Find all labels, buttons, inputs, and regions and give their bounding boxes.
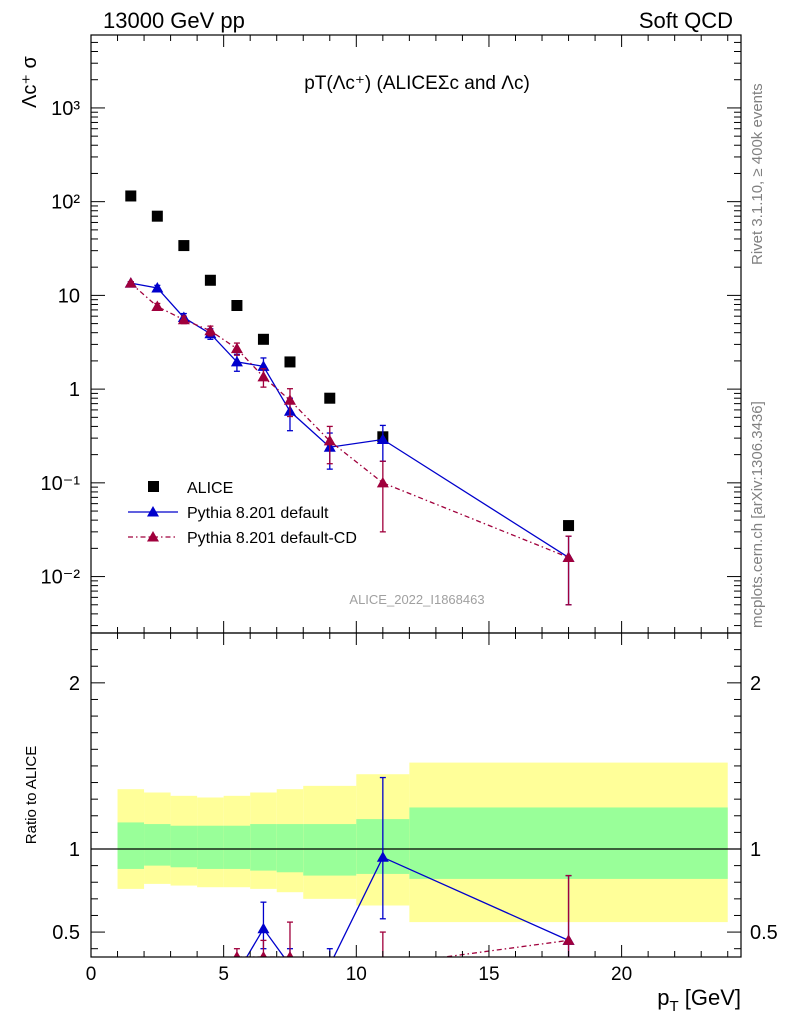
- data-point: [284, 356, 296, 368]
- data-point: [563, 520, 575, 532]
- data-point: [376, 433, 389, 445]
- uncertainty-band-inner: [144, 824, 171, 866]
- y-tick-label: 1: [69, 839, 80, 861]
- uncertainty-band-inner: [223, 825, 251, 869]
- legend-marker: [148, 481, 159, 492]
- data-point: [204, 274, 216, 286]
- y-tick-label: 1: [69, 379, 80, 401]
- y-tick-label: 10: [58, 285, 80, 307]
- data-point: [260, 951, 267, 957]
- y-tick-label-right: 0.5: [750, 922, 778, 944]
- data-point: [204, 961, 216, 972]
- series-pythia-8-201-default: [124, 277, 575, 606]
- data-point: [151, 991, 163, 1002]
- data-point: [283, 394, 296, 405]
- legend-marker: [147, 531, 159, 542]
- y-tick-label: 10⁻¹: [41, 473, 81, 495]
- data-point: [177, 313, 190, 325]
- x-tick-label: 20: [611, 964, 632, 985]
- data-point: [324, 392, 336, 404]
- legend-symbol: [128, 531, 178, 542]
- data-point: [230, 342, 243, 354]
- uncertainty-band-inner: [409, 807, 728, 879]
- data-point: [125, 989, 137, 1000]
- data-point: [376, 476, 389, 488]
- data-point: [286, 951, 294, 957]
- uncertainty-band-inner: [250, 824, 277, 871]
- y-tick-label: 10³: [51, 98, 80, 120]
- x-tick-label: 15: [478, 964, 499, 985]
- watermark-label: ALICE_2022_I1868463: [349, 592, 484, 607]
- data-point: [151, 300, 164, 312]
- x-axis-label: pT [GeV]: [657, 985, 741, 1015]
- legend-symbol: [148, 481, 159, 492]
- y-tick-label: 10⁻²: [41, 567, 81, 589]
- rivet-version-label: Rivet 3.1.10, ≥ 400k events: [749, 83, 766, 265]
- data-point: [377, 959, 389, 970]
- uncertainty-band-inner: [170, 825, 198, 868]
- ratio-plot-frame: [90, 632, 742, 958]
- data-point: [324, 976, 336, 987]
- y-tick-label: 0.5: [52, 922, 80, 944]
- legend-label: Pythia 8.201 default-CD: [187, 530, 357, 547]
- main-plot-title: pT(Λc⁺) (ALICEΣc and Λc): [304, 73, 530, 94]
- y-tick-label-right: 2: [750, 673, 761, 695]
- series-line: [130, 282, 569, 558]
- data-point: [562, 551, 575, 562]
- data-point: [178, 981, 190, 992]
- data-point: [125, 989, 137, 1000]
- data-point: [151, 281, 164, 293]
- data-point: [231, 968, 243, 979]
- legend-label: Pythia 8.201 default: [187, 505, 329, 522]
- x-tick-label: 5: [218, 964, 229, 985]
- data-point: [231, 300, 243, 312]
- data-point: [125, 190, 137, 202]
- legend-symbol: [128, 506, 178, 517]
- main-plot-ylabel: Λc⁺ σ: [19, 56, 41, 108]
- header-right-label: Soft QCD: [639, 8, 733, 33]
- data-point: [204, 964, 216, 975]
- y-tick-label: 2: [69, 673, 80, 695]
- data-point: [233, 951, 241, 957]
- data-point: [178, 240, 190, 252]
- uncertainty-band-inner: [117, 822, 145, 869]
- data-point: [178, 983, 190, 994]
- ratio-plot-ylabel: Ratio to ALICE: [23, 746, 40, 844]
- series-pythia-8-201-default-cd: [124, 277, 575, 606]
- x-tick-label: 10: [346, 964, 367, 985]
- mcplots-label: mcplots.cern.ch [arXiv:1306.3436]: [749, 401, 766, 628]
- data-point: [204, 324, 217, 336]
- legend: ALICE Pythia 8.201 default Pythia 8.201 de…: [128, 480, 357, 547]
- y-tick-label: 10²: [51, 192, 80, 214]
- ratio-plot: 0 5 10 15 20 0.5 0.5 1 1 2 2 Ratio to ALICE pT [Ge…: [23, 632, 778, 1015]
- data-point: [376, 851, 389, 862]
- data-point: [562, 934, 575, 945]
- legend-marker: [147, 506, 159, 517]
- data-point: [257, 922, 270, 934]
- uncertainty-band-inner: [303, 824, 357, 876]
- uncertainty-band-inner: [197, 825, 224, 869]
- data-point: [324, 959, 336, 970]
- header-left-label: 13000 GeV pp: [103, 8, 245, 33]
- uncertainty-band-inner: [276, 824, 304, 873]
- data-point: [284, 959, 296, 970]
- x-tick-label: 0: [86, 964, 97, 985]
- series-alice: [125, 190, 575, 532]
- data-point: [151, 981, 163, 992]
- data-point: [124, 277, 137, 288]
- series-line: [130, 282, 569, 559]
- data-point: [151, 210, 163, 222]
- data-point: [230, 355, 243, 367]
- data-point: [257, 370, 270, 382]
- data-point: [323, 434, 336, 446]
- y-tick-label-right: 1: [750, 839, 761, 861]
- main-plot: 10⁻² 10⁻¹ 1 10 10² 10³ pT(Λc⁺) (ALICEΣc and Λ…: [19, 34, 742, 645]
- legend-label: ALICE: [187, 480, 233, 497]
- ratio-series-pythia-8-201-default-cd: [125, 874, 575, 1002]
- data-point: [257, 333, 269, 345]
